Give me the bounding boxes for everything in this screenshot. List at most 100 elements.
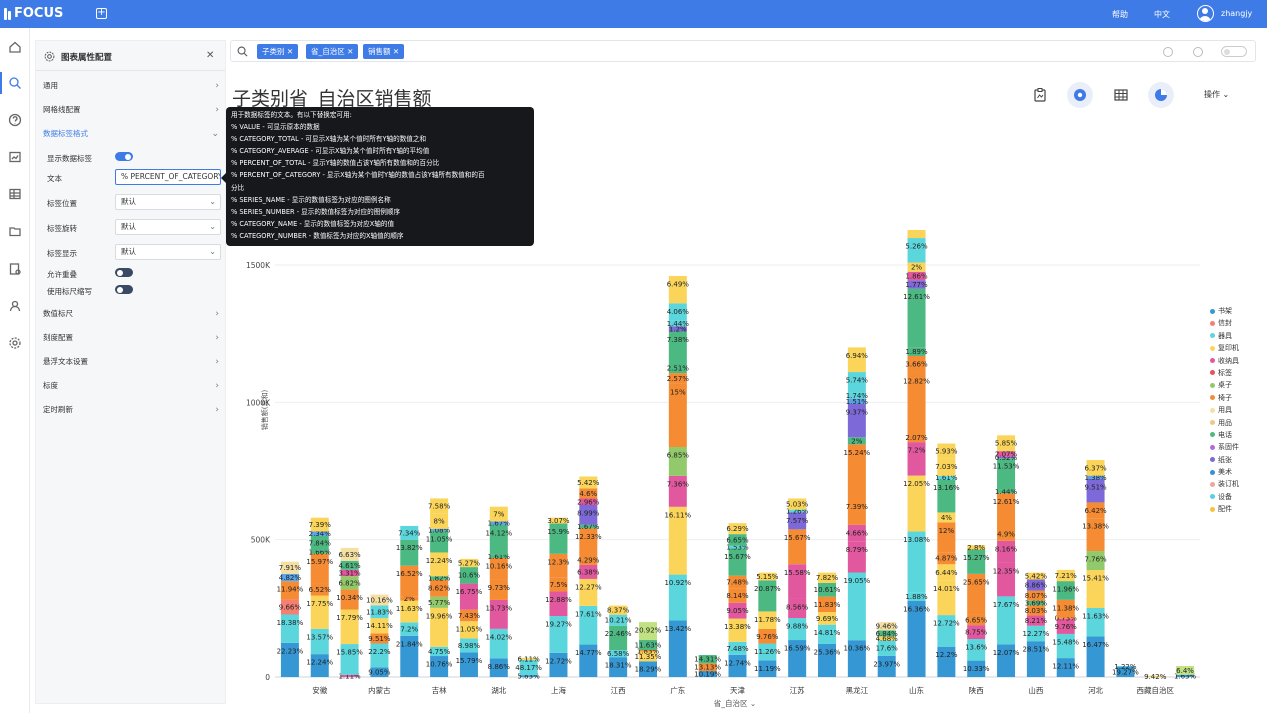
user-icon[interactable]	[8, 299, 22, 313]
operations-menu[interactable]: 操作 ⌄	[1204, 90, 1230, 99]
bar-segment	[997, 540, 1016, 563]
chart-type-icon[interactable]	[1148, 82, 1174, 108]
legend-item[interactable]: 纸张	[1210, 454, 1239, 466]
legend-item[interactable]: 器具	[1210, 330, 1239, 342]
help-link[interactable]: 帮助	[1112, 10, 1128, 19]
legend-item[interactable]: 标签	[1210, 367, 1239, 379]
focus-logo[interactable]: FOCUS	[4, 6, 63, 21]
x-tick-label: 江苏	[790, 685, 805, 695]
bar-segment	[1086, 475, 1105, 480]
bar-segment	[847, 372, 866, 393]
legend-item[interactable]: 信封	[1210, 317, 1239, 329]
dashboard-icon[interactable]	[8, 150, 22, 164]
question-icon[interactable]	[8, 113, 22, 127]
data-label: 8.86%	[488, 663, 511, 671]
data-label: 1.74%	[846, 392, 869, 400]
legend-item[interactable]: 书架	[1210, 305, 1239, 317]
section-data-label-format[interactable]: 数据标签格式 ⌄	[43, 126, 221, 142]
section-general[interactable]: 通用 ›	[43, 78, 221, 94]
data-label: 1.67%	[488, 520, 511, 528]
clear-icon[interactable]	[1163, 47, 1173, 57]
legend-item[interactable]: 用具	[1210, 404, 1239, 416]
data-settings-icon[interactable]	[8, 262, 22, 276]
new-tab-icon[interactable]: +	[96, 7, 107, 19]
tooltip-line: 用于数据标签的文本。有以下替换宏可用:	[231, 111, 352, 119]
data-label: 5.03%	[786, 501, 809, 509]
section-hover-text[interactable]: 悬浮文本设置 ›	[43, 354, 221, 370]
bar-segment	[728, 534, 747, 546]
data-label: 6.37%	[1084, 464, 1107, 472]
data-label: 10.34%	[336, 594, 363, 602]
abbr-toggle[interactable]	[115, 285, 133, 294]
data-label: 25.36%	[814, 648, 841, 656]
table-icon[interactable]	[8, 187, 22, 201]
legend-item[interactable]: 用品	[1210, 417, 1239, 429]
bar-segment	[788, 598, 807, 619]
chevron-right-icon: ›	[215, 81, 219, 91]
legend-dot-icon	[1210, 481, 1215, 487]
legend-item[interactable]: 装订机	[1210, 478, 1239, 490]
avatar[interactable]	[1197, 5, 1214, 22]
search-mode-toggle[interactable]	[1221, 46, 1247, 57]
legend-item[interactable]: 椅子	[1210, 392, 1239, 404]
settings-icon[interactable]	[8, 336, 22, 350]
legend-item[interactable]: 收纳具	[1210, 355, 1239, 367]
table-view-icon[interactable]	[1108, 82, 1134, 108]
section-scale[interactable]: 标度 ›	[43, 378, 221, 394]
close-icon[interactable]: ✕	[206, 50, 215, 61]
legend-item[interactable]: 电话	[1210, 429, 1239, 441]
search-chip[interactable]: 省_自治区 ✕	[306, 44, 359, 59]
search-chip[interactable]: 销售额 ✕	[363, 44, 405, 59]
legend-item[interactable]: 复印机	[1210, 342, 1239, 354]
search-bar[interactable]: 子类别 ✕ 省_自治区 ✕ 销售额 ✕	[230, 40, 1256, 62]
bar-segment	[1056, 569, 1075, 582]
section-ticks[interactable]: 刻度配置 ›	[43, 330, 221, 346]
rotate-select[interactable]: 默认 ⌄	[115, 219, 221, 235]
search-chip[interactable]: 子类别 ✕	[257, 44, 299, 59]
data-label: 7.36%	[667, 480, 690, 488]
bar-segment	[280, 581, 299, 600]
data-label: 12.11%	[1052, 663, 1079, 671]
data-label: 8.62%	[428, 584, 451, 592]
data-label: 14.77%	[575, 649, 602, 657]
data-label: 19.96%	[426, 612, 453, 620]
bar-segment	[489, 554, 508, 559]
legend-item[interactable]: 设备	[1210, 491, 1239, 503]
position-select[interactable]: 默认 ⌄	[115, 194, 221, 210]
data-label: 7.39%	[846, 503, 869, 511]
bar-segment	[997, 527, 1016, 541]
bar-segment	[728, 654, 747, 677]
data-label: 5.26%	[905, 243, 928, 251]
display-label: 标签显示	[47, 249, 77, 258]
section-gridlines[interactable]: 网格线配置 ›	[43, 102, 221, 118]
bar-segment	[728, 641, 747, 655]
bar-segment	[1116, 666, 1135, 667]
search-nav-icon[interactable]	[8, 76, 22, 90]
legend-item[interactable]: 桌子	[1210, 379, 1239, 391]
bar-segment	[579, 555, 598, 565]
home-icon[interactable]	[8, 40, 22, 54]
data-label: 1.22%	[1114, 663, 1137, 671]
display-select[interactable]: 默认 ⌄	[115, 244, 221, 260]
chart-settings-icon[interactable]	[1067, 82, 1093, 108]
x-tick-label: 黑龙江	[846, 685, 869, 695]
user-name[interactable]: zhangjy	[1221, 9, 1253, 18]
folder-icon[interactable]	[8, 224, 22, 238]
label-text-input[interactable]: % PERCENT_OF_CATEGORY	[115, 169, 221, 185]
legend-item[interactable]: 美术	[1210, 466, 1239, 478]
bar-segment	[668, 331, 687, 363]
data-label: 1.08%	[428, 526, 451, 534]
language-switch[interactable]: 中文	[1154, 10, 1170, 19]
data-label: 1.44%	[995, 488, 1018, 496]
clipboard-icon[interactable]	[1027, 82, 1053, 108]
section-refresh[interactable]: 定时刷新 ›	[43, 402, 221, 418]
legend-item[interactable]: 配件	[1210, 503, 1239, 515]
section-value-axis[interactable]: 数值标尺 ›	[43, 306, 221, 322]
bar-segment	[310, 553, 329, 584]
overlap-toggle[interactable]	[115, 268, 133, 277]
x-tick-label: 湖北	[491, 686, 506, 695]
legend-item[interactable]: 系固件	[1210, 441, 1239, 453]
show-label-toggle[interactable]	[115, 152, 133, 161]
legend-dot-icon	[1210, 469, 1215, 475]
refresh-icon[interactable]	[1193, 47, 1203, 57]
